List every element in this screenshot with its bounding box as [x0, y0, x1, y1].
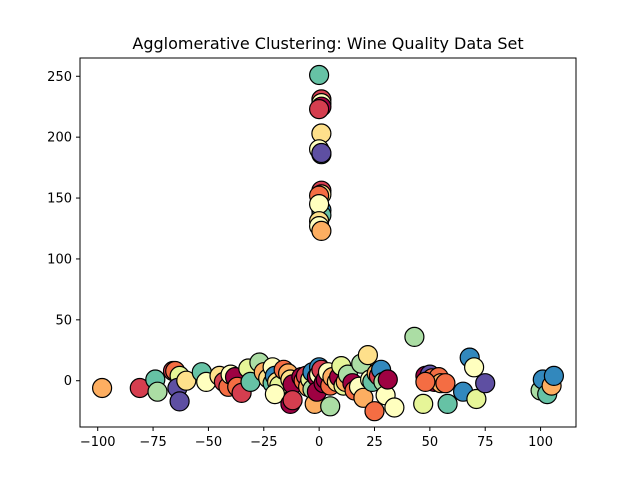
plot-frame: [79, 57, 577, 428]
ticks-layer: −100 −75 −50 −25 0 25 50 75 100 0 50 100 150 200 250: [47, 70, 553, 450]
scatter-point: [311, 142, 332, 164]
scatter-point: [377, 369, 398, 390]
scatter-point: [415, 371, 436, 392]
scatter-point: [311, 220, 332, 241]
x-tick-label: −50: [195, 435, 222, 450]
scatter-point: [464, 357, 485, 378]
y-tick-label: 100: [47, 252, 72, 267]
x-tick-label: −25: [250, 435, 277, 450]
y-tick-label: 150: [47, 192, 72, 207]
points-layer: [91, 64, 565, 422]
scatter-point: [437, 393, 458, 414]
scatter-point: [309, 64, 330, 86]
scatter-point: [435, 373, 456, 394]
scatter-point: [413, 393, 434, 414]
scatter-point: [176, 370, 197, 391]
chart-title: Agglomerative Clustering: Wine Quality D…: [132, 34, 523, 53]
scatter-point: [309, 98, 330, 120]
scatter-point: [147, 381, 168, 402]
scatter-point: [353, 387, 374, 408]
x-tick-label: 50: [422, 435, 439, 450]
scatter-point: [91, 377, 113, 399]
y-tick-label: 250: [47, 70, 72, 85]
y-tick-label: 0: [64, 374, 72, 389]
scatter-point: [282, 390, 303, 411]
x-tick-label: 0: [315, 435, 323, 450]
scatter-point: [169, 391, 190, 412]
scatter-point: [404, 326, 425, 347]
scatter-point: [384, 397, 405, 418]
scatter-point: [320, 396, 341, 417]
scatter-point: [357, 345, 378, 366]
scatter-point: [309, 194, 330, 215]
y-tick-label: 50: [55, 313, 72, 328]
x-tick-label: 100: [528, 435, 553, 450]
x-tick-label: 25: [366, 435, 383, 450]
x-tick-label: 75: [477, 435, 494, 450]
scatter-point: [364, 401, 385, 422]
scatter-point: [264, 384, 285, 405]
y-tick-label: 200: [47, 131, 72, 146]
x-tick-label: −75: [139, 435, 166, 450]
scatter-point: [466, 388, 487, 410]
x-tick-label: −100: [80, 435, 116, 450]
scatter-point: [543, 365, 565, 386]
scatter-point: [475, 373, 496, 394]
